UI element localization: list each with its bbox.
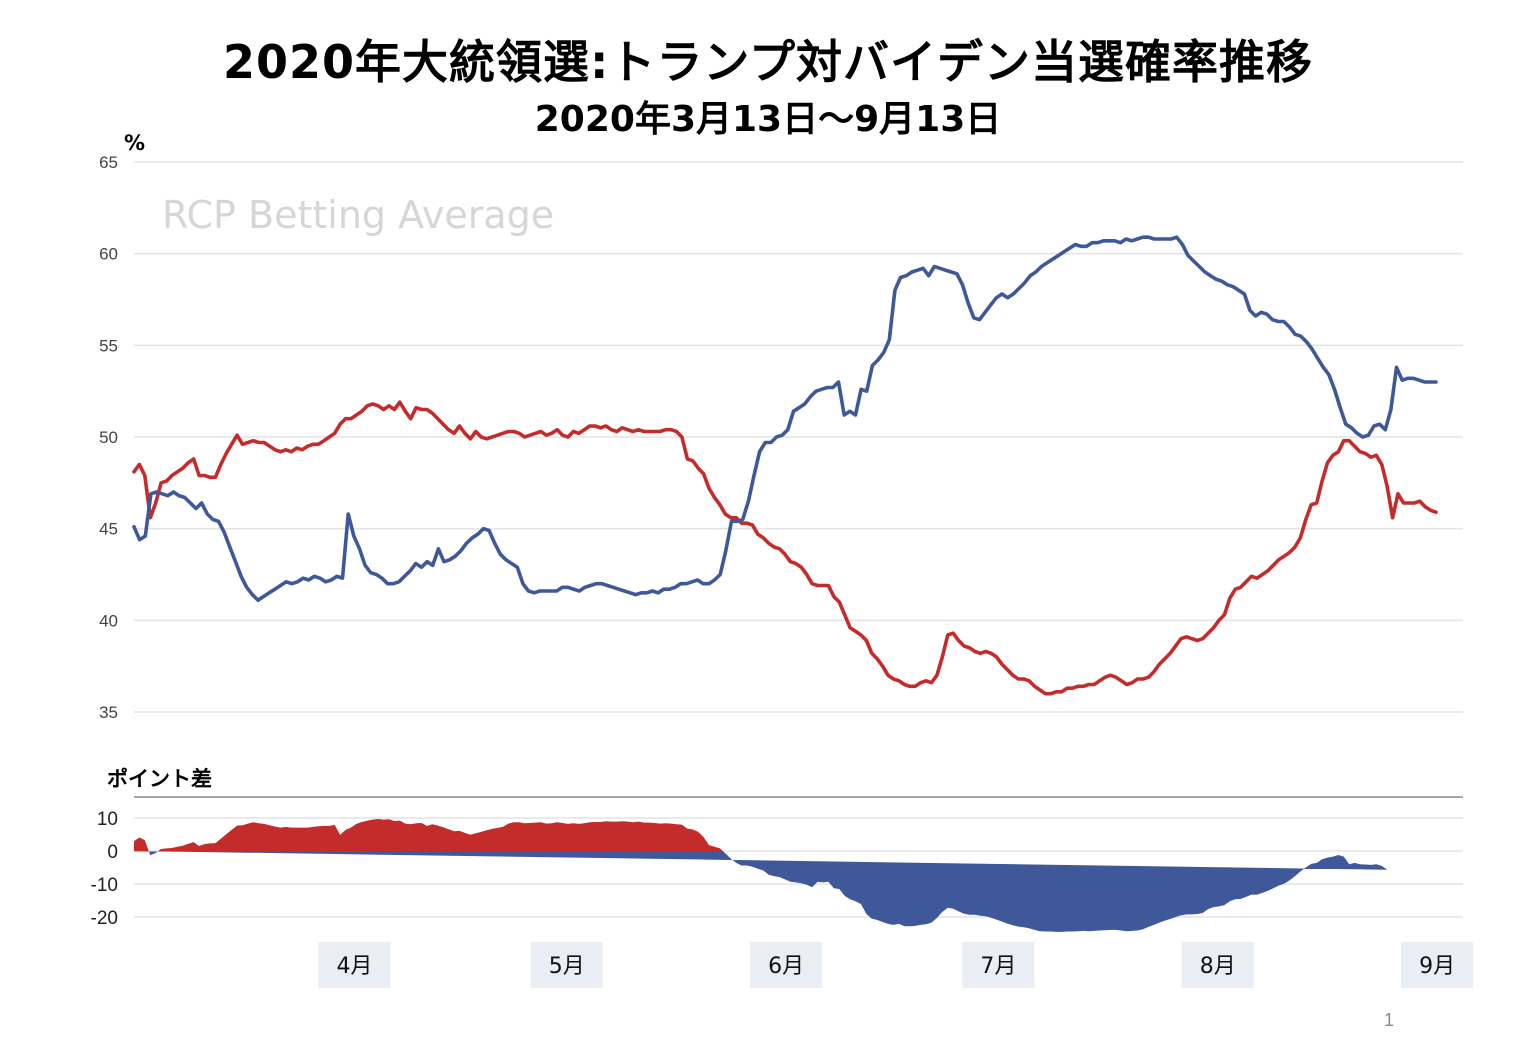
diff-y-tick-label: -20	[91, 908, 118, 929]
diff-y-tick-label: 0	[107, 842, 118, 863]
page-number: 1	[1384, 1010, 1395, 1030]
month-label-box	[318, 942, 391, 988]
diff-negative-area	[134, 851, 1388, 932]
main-y-tick-label: 60	[99, 245, 118, 264]
main-chart-grid	[134, 161, 1463, 713]
month-label-box	[962, 942, 1035, 988]
month-label: 6月	[768, 954, 804, 979]
chart-watermark: RCP Betting Average	[162, 193, 554, 237]
main-y-tick-label: 65	[99, 153, 118, 172]
month-label: 9月	[1419, 954, 1455, 979]
main-y-tick-label: 55	[99, 336, 118, 355]
main-chart-y-unit: %	[124, 131, 145, 155]
diff-chart-y-ticks: 10 0 -10 -20	[91, 809, 118, 929]
diff-chart-areas	[134, 819, 1388, 932]
month-labels: 4月 5月 6月 7月 8月 9月	[318, 942, 1474, 988]
main-y-tick-label: 40	[99, 611, 118, 630]
page-title: 2020年大統領選:トランプ対バイデン当選確率推移	[222, 35, 1314, 89]
month-label-box	[1181, 942, 1254, 988]
month-label-box	[530, 942, 603, 988]
month-label: 7月	[980, 954, 1016, 979]
diff-y-tick-label: 10	[97, 809, 118, 830]
month-label: 4月	[336, 954, 372, 979]
trump-series-line	[132, 400, 1438, 696]
month-label: 5月	[549, 954, 585, 979]
page-subtitle: 2020年3月13日～9月13日	[534, 99, 1002, 140]
diff-chart-title: ポイント差	[107, 767, 212, 791]
main-y-tick-label: 35	[99, 703, 118, 722]
main-y-tick-label: 50	[99, 428, 118, 447]
main-chart-series	[132, 235, 1438, 696]
month-label: 8月	[1200, 954, 1236, 979]
biden-series-line	[132, 235, 1438, 603]
main-chart-y-ticks: 65 60 55 50 45 40 35	[99, 153, 118, 722]
diff-y-tick-label: -10	[91, 875, 118, 896]
main-y-tick-label: 45	[99, 520, 118, 539]
month-label-box	[750, 942, 823, 988]
month-label-box	[1401, 942, 1474, 988]
diff-positive-area	[134, 819, 1388, 851]
